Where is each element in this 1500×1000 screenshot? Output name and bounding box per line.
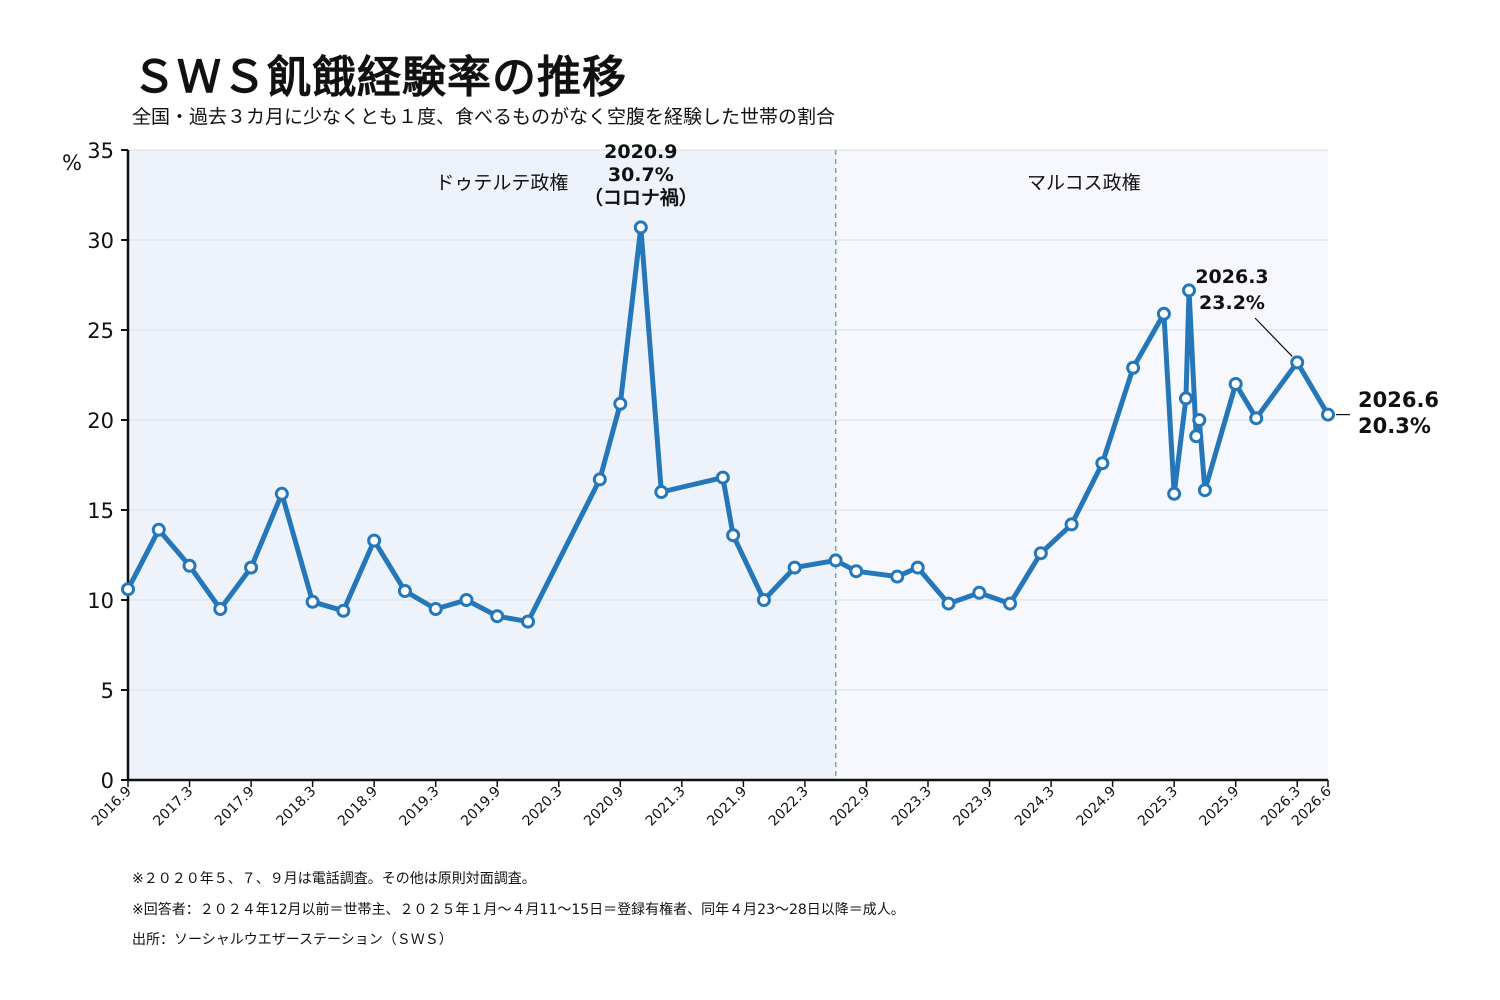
annotation-peak-label: （コロナ禍） bbox=[584, 186, 698, 209]
y-tick-label: 10 bbox=[87, 589, 114, 613]
footnote-respondents: ※回答者：２０２４年12月以前＝世帯主、２０２５年１月〜４月11〜15日＝登録有… bbox=[132, 902, 905, 918]
data-point bbox=[1064, 517, 1079, 532]
x-tick-label: 2025.9 bbox=[1197, 784, 1243, 830]
data-point bbox=[428, 602, 443, 616]
x-tick-label: 2018.9 bbox=[335, 784, 381, 830]
y-tick-label: 35 bbox=[87, 139, 114, 163]
annotation-2026-6-label: 2026.6 bbox=[1358, 388, 1439, 412]
footnote-survey-method: ※２０２０年５、７、９月は電話調査。その他は原則対面調査。 bbox=[132, 871, 536, 887]
data-point bbox=[1192, 413, 1207, 427]
footnote-source: 出所：ソーシャルウエザーステーション（ＳＷＳ） bbox=[132, 932, 453, 948]
data-point bbox=[1126, 360, 1141, 375]
data-point bbox=[787, 560, 802, 575]
data-point bbox=[1167, 486, 1182, 501]
data-point bbox=[213, 602, 228, 616]
data-point bbox=[890, 569, 905, 584]
x-tick-label: 2019.3 bbox=[397, 784, 443, 830]
data-point bbox=[151, 522, 166, 537]
x-tick-label: 2018.3 bbox=[273, 784, 319, 830]
data-point bbox=[592, 472, 607, 487]
data-point bbox=[1182, 283, 1197, 298]
era-label-marcos: マルコス政権 bbox=[1027, 172, 1141, 194]
data-point bbox=[1228, 377, 1243, 391]
data-point bbox=[941, 596, 956, 611]
data-point bbox=[1189, 429, 1204, 444]
data-point bbox=[1033, 546, 1048, 561]
data-point bbox=[972, 585, 987, 600]
y-tick-label: 15 bbox=[87, 499, 114, 523]
annotations: 2020.930.7%（コロナ禍） 2026.3 23.2% 2026.620.3% bbox=[584, 141, 1439, 438]
data-point bbox=[336, 603, 351, 618]
x-tick-label: 2024.9 bbox=[1073, 784, 1119, 830]
data-point bbox=[1095, 456, 1110, 471]
series-line-path bbox=[125, 224, 1331, 625]
series-line bbox=[125, 224, 1331, 625]
duterte-era-background bbox=[128, 150, 836, 780]
data-point bbox=[1290, 355, 1305, 370]
data-point bbox=[244, 560, 259, 575]
data-point bbox=[1178, 391, 1193, 406]
data-point bbox=[1003, 596, 1018, 611]
era-label-duterte: ドゥテルテ政権 bbox=[435, 172, 568, 194]
data-point bbox=[1321, 407, 1335, 422]
y-tick-label: 5 bbox=[101, 679, 114, 703]
x-tick-label: 2024.3 bbox=[1012, 784, 1058, 830]
grid-lines bbox=[128, 149, 1328, 691]
data-point bbox=[1197, 483, 1212, 498]
annotation-peak-label: 2020.9 bbox=[604, 141, 677, 163]
annotation-2026-3-label: 23.2% bbox=[1199, 292, 1265, 314]
data-point bbox=[490, 609, 505, 624]
data-point bbox=[397, 584, 412, 598]
x-tick-label: 2017.3 bbox=[150, 784, 196, 830]
y-tick-label: 25 bbox=[87, 319, 114, 343]
data-points bbox=[121, 220, 1335, 629]
chart-title: ＳＷＳ飢餓経験率の推移 bbox=[132, 52, 627, 103]
annotation-2026-6-label: 20.3% bbox=[1358, 414, 1431, 438]
data-point bbox=[121, 582, 135, 597]
data-point bbox=[654, 485, 669, 499]
y-tick-label: 30 bbox=[87, 229, 114, 253]
x-tick-label: 2022.9 bbox=[827, 784, 873, 830]
data-point bbox=[1156, 306, 1171, 321]
data-point bbox=[828, 553, 843, 568]
era-labels: ドゥテルテ政権 マルコス政権 bbox=[435, 150, 1141, 780]
x-tick-label: 2022.3 bbox=[766, 784, 812, 830]
data-point bbox=[849, 564, 864, 579]
annotation-peak-label: 30.7% bbox=[608, 164, 674, 186]
marcos-era-background bbox=[835, 150, 1328, 780]
data-point bbox=[910, 560, 925, 575]
data-point bbox=[613, 396, 628, 411]
x-tick-label: 2025.3 bbox=[1135, 784, 1181, 830]
data-point bbox=[182, 558, 197, 573]
data-point bbox=[1249, 411, 1264, 426]
data-point bbox=[726, 528, 741, 543]
x-tick-label: 2017.9 bbox=[212, 784, 258, 830]
data-point bbox=[367, 533, 382, 548]
x-tick-label: 2021.3 bbox=[643, 784, 689, 830]
data-point bbox=[756, 593, 771, 607]
data-point bbox=[521, 614, 535, 629]
x-tick-label: 2023.3 bbox=[889, 784, 935, 830]
era-backgrounds bbox=[128, 150, 1328, 780]
x-tick-label: 2020.9 bbox=[581, 784, 627, 830]
x-tick-label: 2019.9 bbox=[458, 784, 504, 830]
x-tick-label: 2020.3 bbox=[520, 784, 566, 830]
y-tick-label: 20 bbox=[87, 409, 114, 433]
annotation-2026-3-label: 2026.3 bbox=[1195, 266, 1268, 288]
x-tick-label: 2021.9 bbox=[704, 784, 750, 830]
annotation-leader-line bbox=[1254, 317, 1293, 357]
y-axis-label: % bbox=[62, 151, 82, 175]
data-point bbox=[305, 594, 320, 609]
chart-subtitle: 全国・過去３カ月に少なくとも１度、食べるものがなく空腹を経験した世帯の割合 bbox=[132, 106, 836, 128]
data-point bbox=[459, 593, 474, 607]
data-point bbox=[274, 486, 289, 501]
data-point bbox=[715, 470, 730, 485]
x-tick-label: 2023.9 bbox=[950, 784, 996, 830]
y-tick-label: 0 bbox=[101, 769, 114, 793]
data-point bbox=[633, 220, 648, 235]
